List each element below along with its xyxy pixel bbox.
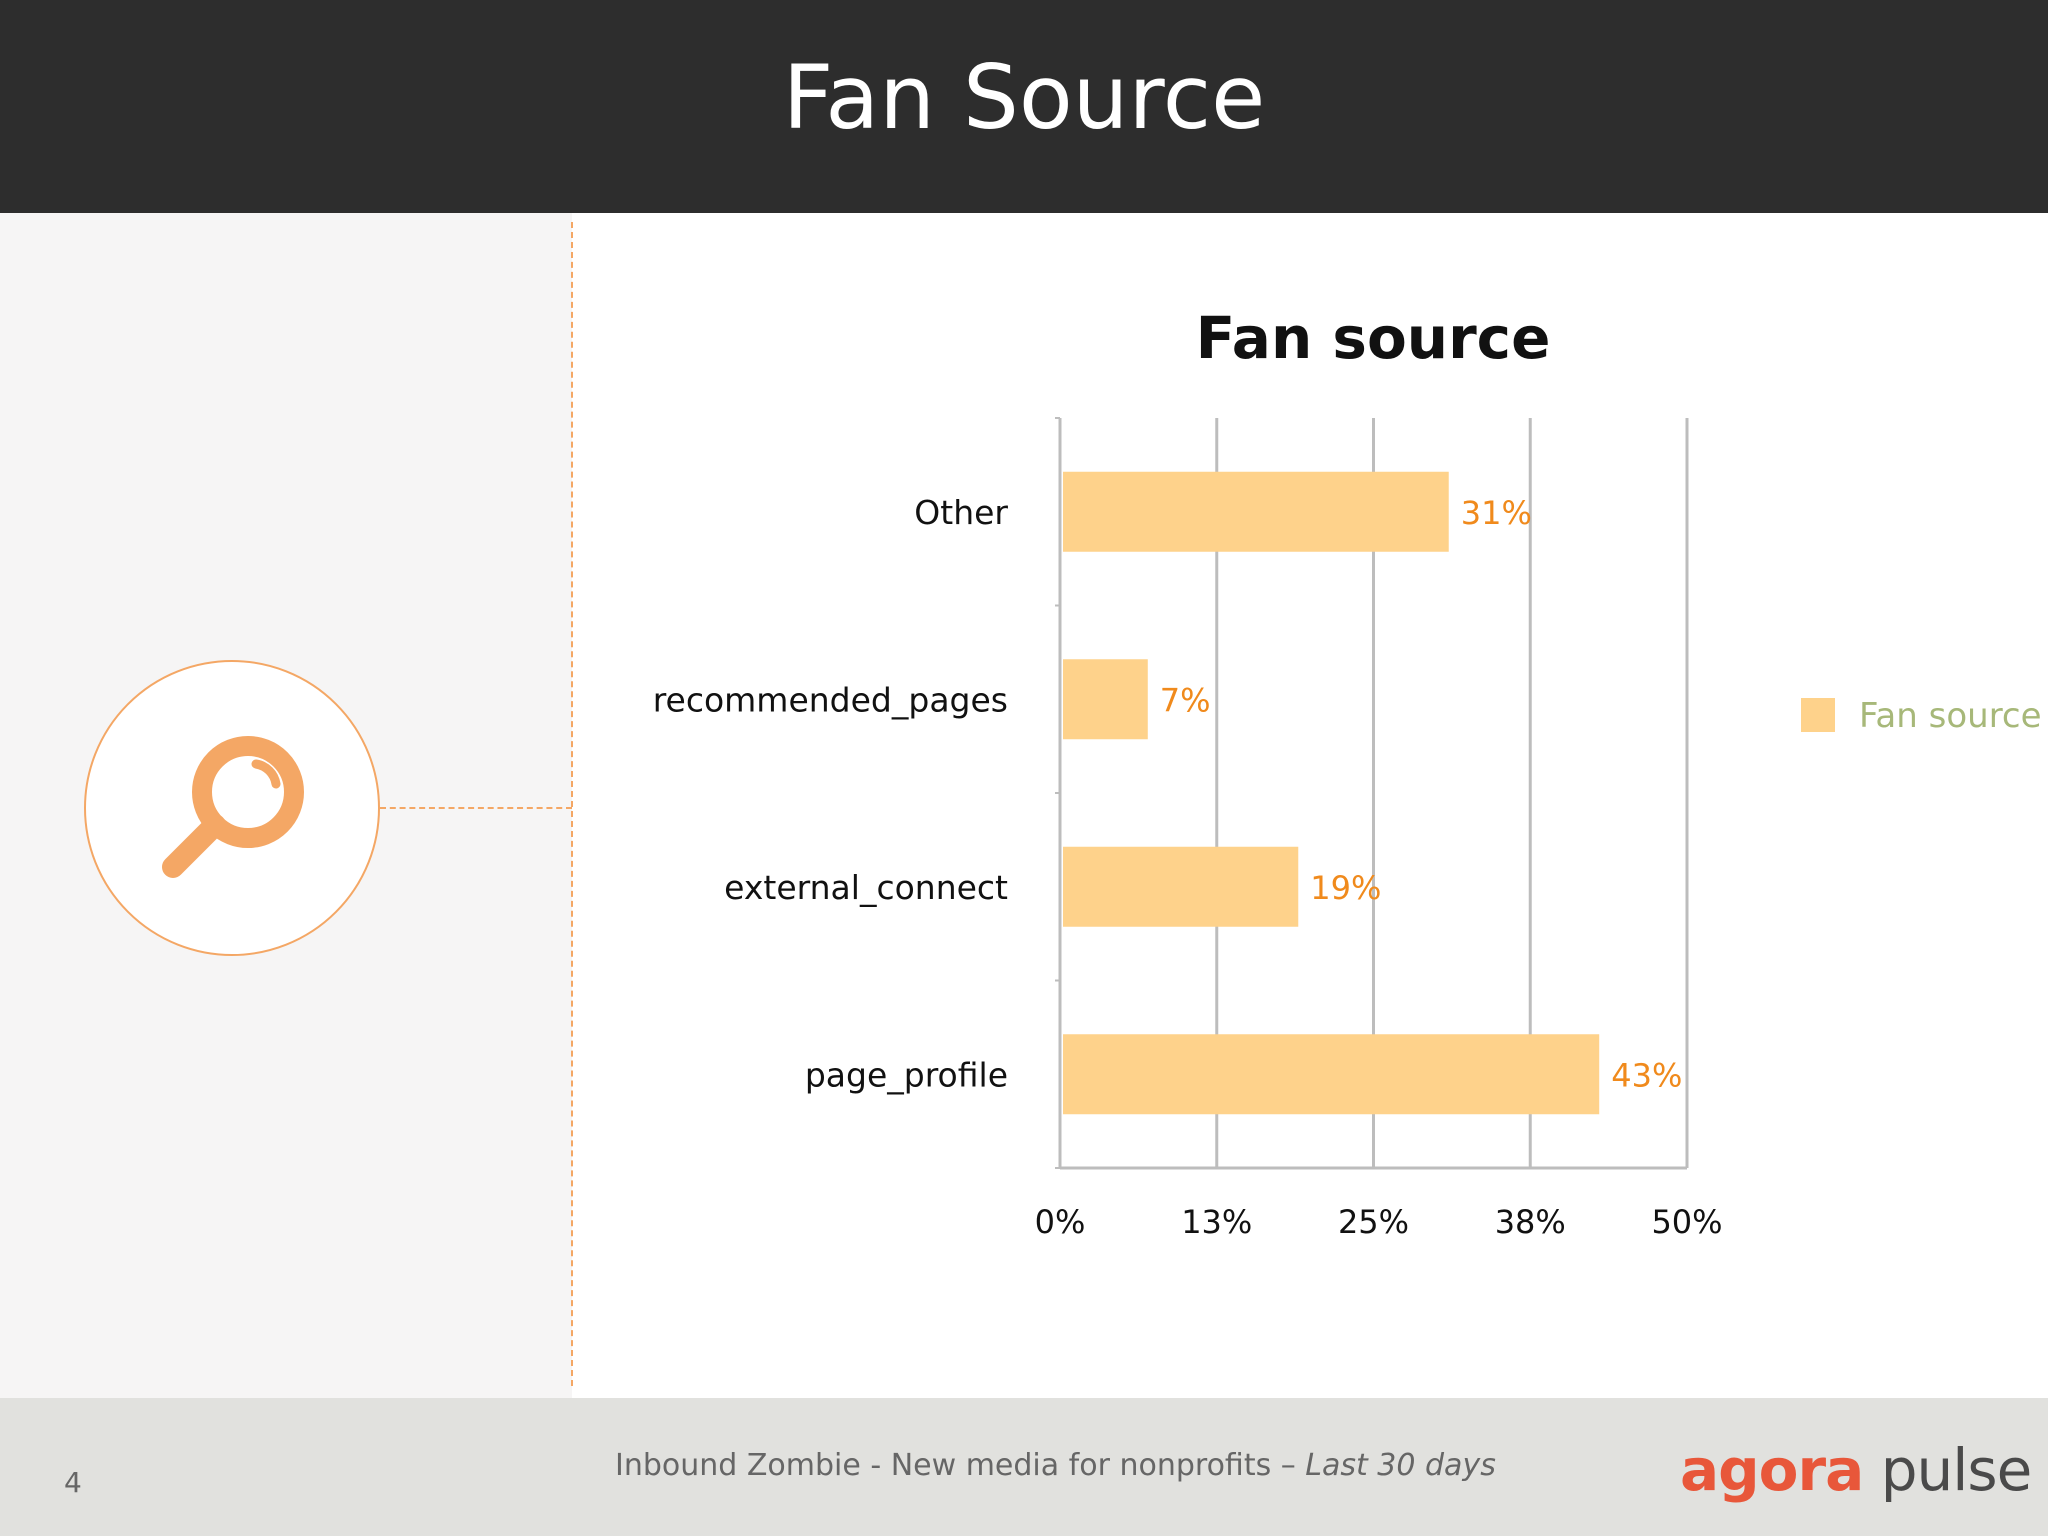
data-label: 19%	[1310, 869, 1381, 907]
dashed-divider-vertical	[571, 222, 573, 1386]
bar-chart: Fan source 0% 13% 25% 38% 50% Other 31% recomme…	[653, 304, 2042, 1241]
data-label: 31%	[1461, 494, 1532, 532]
bar	[1063, 1034, 1600, 1115]
dashed-divider-horizontal	[380, 807, 572, 809]
agorapulse-logo: agora pulse	[1680, 1436, 2033, 1504]
bar	[1063, 471, 1449, 552]
chart-legend: Fan source	[1801, 696, 2042, 736]
data-label: 7%	[1160, 681, 1211, 719]
category-label: external_connect	[724, 868, 1008, 907]
slide-header: Fan Source	[0, 0, 2048, 213]
search-icon	[162, 736, 304, 878]
bar	[1063, 659, 1148, 740]
x-tick-label: 0%	[1035, 1203, 1086, 1241]
footer-text-main: Inbound Zombie - New media for nonprofit…	[615, 1448, 1306, 1483]
legend-swatch	[1801, 698, 1835, 732]
logo-part-pulse: pulse	[1880, 1436, 2033, 1504]
chart-axes	[1055, 417, 1687, 1170]
page-number: 4	[64, 1466, 82, 1499]
bar	[1063, 846, 1299, 927]
footer-text: Inbound Zombie - New media for nonprofit…	[615, 1448, 1496, 1483]
legend-label: Fan source	[1859, 696, 2042, 736]
slide-title: Fan Source	[782, 46, 1266, 149]
x-tick-label: 50%	[1651, 1203, 1722, 1241]
data-label: 43%	[1611, 1056, 1682, 1094]
category-label: Other	[914, 493, 1008, 532]
logo-part-agora: agora	[1680, 1436, 1864, 1504]
icon-circle	[84, 660, 380, 956]
chart-bars	[1063, 471, 1600, 1115]
category-label: recommended_pages	[653, 680, 1008, 719]
x-tick-label: 13%	[1181, 1203, 1252, 1241]
chart-labels: 0% 13% 25% 38% 50% Other 31% recommended_pages 7…	[653, 493, 1723, 1241]
chart-title: Fan source	[1196, 304, 1551, 372]
x-tick-label: 25%	[1338, 1203, 1409, 1241]
footer-text-period: Last 30 days	[1305, 1448, 1496, 1483]
slide-footer	[0, 1398, 2048, 1536]
x-tick-label: 38%	[1495, 1203, 1566, 1241]
category-label: page_profile	[805, 1055, 1008, 1094]
